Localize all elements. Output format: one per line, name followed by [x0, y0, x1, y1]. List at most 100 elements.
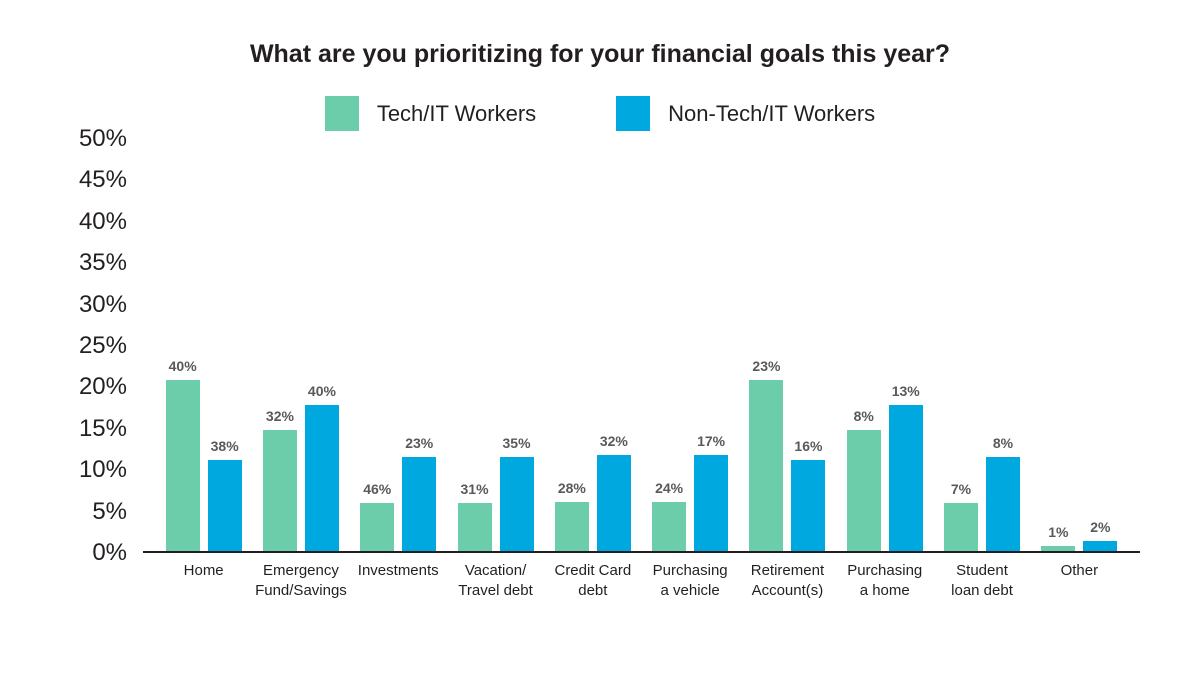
plot-area: 40% 38% 32% 40% 46% 23% 31% 35% 28% 32% 24% 17% 23% 1… [143, 137, 1140, 553]
bar-non-tech-it-workers-retirement [791, 459, 826, 551]
bar-tech-it-workers-student [944, 502, 979, 551]
y-tick-label-30: 30% [78, 290, 127, 318]
bar-pair: 31% 35% [457, 434, 534, 551]
value-label-tech-it-workers-investments: 46% [363, 480, 392, 497]
legend-label-non-tech-it-workers: Non-Tech/IT Workers [668, 100, 876, 126]
bar-non-tech-it-workers-purchasing [694, 454, 729, 551]
chart-area: 50% 45% 40% 35% 30% 25% 20% 15% 10% 5% 0% 40% 38% 32… [0, 125, 1200, 566]
y-tick-label-35: 35% [78, 249, 127, 277]
category-label-retirement: Retirement Account(s) [750, 562, 825, 600]
value-label-non-tech-it-workers-purchasing: 13% [891, 383, 920, 400]
bar-slot: 1% [1041, 524, 1076, 551]
value-label-non-tech-it-workers-student: 8% [992, 434, 1014, 451]
bar-slot: 8% [846, 408, 881, 551]
y-tick-label-10: 10% [78, 456, 127, 484]
bar-non-tech-it-workers-emergency [304, 405, 339, 551]
bar-slot: 31% [457, 481, 492, 551]
bar-pair: 8% 13% [846, 383, 923, 551]
category-label-other: Other [1060, 562, 1099, 579]
value-label-non-tech-it-workers-purchasing: 17% [697, 432, 726, 449]
value-label-tech-it-workers-credit-card: 28% [557, 480, 586, 497]
bar-tech-it-workers-retirement [749, 380, 784, 551]
legend-item-non-tech-it-workers: Non-Tech/IT Workers [616, 96, 875, 131]
bar-slot: 38% [207, 437, 242, 551]
bar-tech-it-workers-vacation [457, 502, 492, 551]
legend-label-tech-it-workers: Tech/IT Workers [376, 100, 537, 126]
value-label-non-tech-it-workers-credit-card: 32% [599, 432, 628, 449]
value-label-non-tech-it-workers-retirement: 16% [794, 437, 823, 454]
bar-tech-it-workers-purchasing [652, 502, 687, 551]
legend-item-tech-it-workers: Tech/IT Workers [324, 96, 537, 131]
bar-pair: 24% 17% [652, 432, 729, 551]
category-label-emergency: Emergency Fund/Savings [255, 562, 347, 600]
bar-slot: 17% [694, 432, 729, 551]
y-tick-label-5: 5% [92, 497, 127, 525]
value-label-non-tech-it-workers-other: 2% [1090, 519, 1111, 536]
bar-tech-it-workers-investments [360, 502, 395, 551]
bar-tech-it-workers-other [1041, 546, 1076, 551]
x-axis-label-row: Home Emergency Fund/Savings Investments Vac… [143, 561, 1140, 602]
bar-group-student: 7% 8% [933, 435, 1030, 551]
value-label-non-tech-it-workers-emergency: 40% [307, 383, 336, 400]
bar-non-tech-it-workers-investments [402, 456, 437, 551]
value-label-non-tech-it-workers-investments: 23% [405, 434, 434, 451]
bar-slot: 23% [402, 434, 437, 551]
bar-pair: 28% 32% [554, 432, 631, 551]
bar-slot: 24% [652, 480, 687, 551]
y-tick-label-15: 15% [78, 414, 127, 442]
category-label-home: Home [183, 562, 224, 579]
bar-group-vacation: 31% 35% [447, 435, 544, 551]
bar-pair: 7% 8% [944, 434, 1021, 551]
bar-tech-it-workers-emergency [262, 430, 297, 551]
category-label-investments: Investments [357, 562, 439, 579]
bar-slot: 13% [888, 383, 923, 551]
x-axis-labels: Home Emergency Fund/Savings Investments Vac… [0, 561, 1200, 602]
bar-group-other: 1% 2% [1031, 519, 1128, 551]
legend-swatch-tech-it-workers [324, 96, 359, 131]
value-label-tech-it-workers-purchasing: 8% [853, 408, 874, 425]
bar-slot: 32% [596, 432, 631, 551]
bar-pair: 32% 40% [262, 383, 339, 551]
category-label-purchasing: Purchasing a vehicle [652, 562, 728, 600]
y-tick-label-40: 40% [78, 207, 127, 235]
x-axis-spacer [0, 561, 143, 602]
bar-slot: 7% [944, 481, 979, 551]
bar-non-tech-it-workers-home [207, 459, 242, 551]
bar-non-tech-it-workers-other [1083, 541, 1118, 551]
bar-group-home: 40% 38% [155, 358, 252, 551]
bar-group-emergency: 32% 40% [252, 383, 349, 551]
bar-slot: 28% [554, 480, 589, 551]
legend: Tech/IT Workers Non-Tech/IT Workers [0, 96, 1200, 131]
y-axis: 50% 45% 40% 35% 30% 25% 20% 15% 10% 5% 0% [0, 125, 143, 566]
bar-tech-it-workers-purchasing [846, 430, 881, 551]
category-label-vacation: Vacation/ Travel debt [458, 562, 533, 600]
bar-slot: 2% [1083, 519, 1118, 551]
y-tick-label-0: 0% [92, 539, 127, 566]
bar-group-retirement: 23% 16% [739, 358, 836, 551]
value-label-non-tech-it-workers-home: 38% [210, 437, 239, 454]
bar-group-investments: 46% 23% [350, 435, 447, 551]
bar-pair: 46% 23% [360, 434, 437, 551]
value-label-non-tech-it-workers-vacation: 35% [502, 434, 531, 451]
bar-non-tech-it-workers-vacation [499, 456, 534, 551]
bar-non-tech-it-workers-purchasing [888, 405, 923, 551]
bar-slot: 40% [304, 383, 339, 551]
bar-slot: 40% [165, 358, 200, 551]
bar-slot: 16% [791, 437, 826, 551]
bar-slot: 46% [360, 480, 395, 551]
bar-slot: 23% [749, 358, 784, 551]
bar-slot: 8% [986, 434, 1021, 551]
y-tick-label-45: 45% [78, 166, 127, 194]
chart-title: What are you prioritizing for your finan… [249, 40, 951, 68]
y-tick-label-20: 20% [78, 373, 127, 401]
category-label-credit-card: Credit Card debt [554, 562, 632, 600]
value-label-tech-it-workers-purchasing: 24% [655, 480, 684, 497]
value-label-tech-it-workers-emergency: 32% [265, 408, 294, 425]
value-label-tech-it-workers-other: 1% [1048, 524, 1069, 541]
bar-pair: 1% 2% [1041, 519, 1118, 551]
bar-pair: 40% 38% [165, 358, 242, 551]
bar-group-purchasing: 8% 13% [836, 383, 933, 551]
value-label-tech-it-workers-home: 40% [168, 358, 197, 375]
bar-pair: 23% 16% [749, 358, 826, 551]
legend-swatch-non-tech-it-workers [616, 96, 651, 131]
